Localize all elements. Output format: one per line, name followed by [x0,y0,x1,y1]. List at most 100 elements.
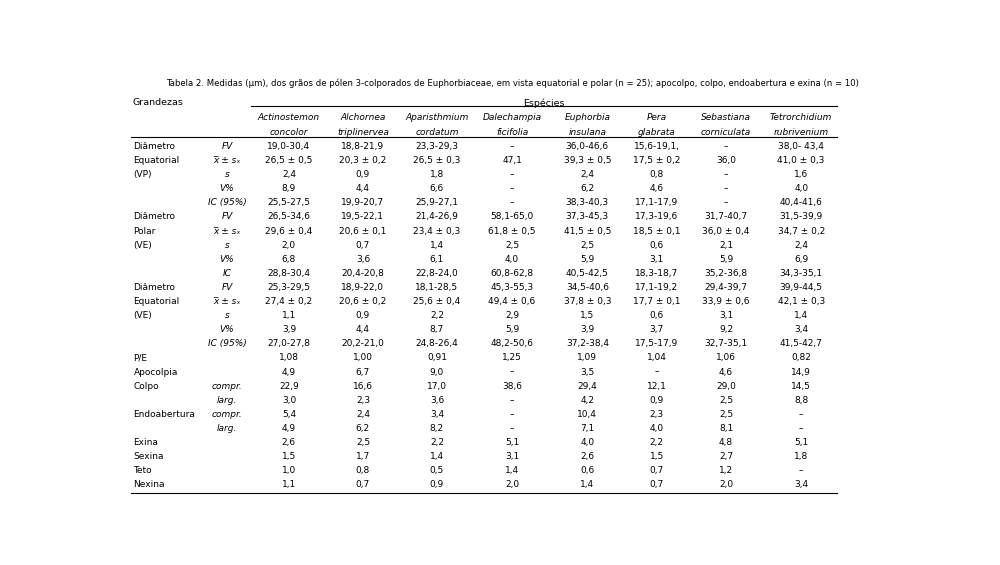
Text: 3,0: 3,0 [282,396,296,405]
Text: 36,0 ± 0,4: 36,0 ± 0,4 [702,227,750,236]
Text: 1,00: 1,00 [353,354,373,363]
Text: –: – [724,170,728,179]
Text: 35,2-36,8: 35,2-36,8 [704,269,748,278]
Text: 3,4: 3,4 [794,480,808,489]
Text: 25,6 ± 0,4: 25,6 ± 0,4 [413,297,461,306]
Text: x̅ ± sₓ: x̅ ± sₓ [213,156,241,165]
Text: 61,8 ± 0,5: 61,8 ± 0,5 [488,227,536,236]
Text: 19,9-20,7: 19,9-20,7 [341,198,384,207]
Text: 23,4 ± 0,3: 23,4 ± 0,3 [413,227,461,236]
Text: cordatum: cordatum [415,128,459,137]
Text: –: – [654,368,659,376]
Text: 4,9: 4,9 [282,368,296,376]
Text: 36,0-46,6: 36,0-46,6 [566,142,609,151]
Text: 2,0: 2,0 [505,480,519,489]
Text: Diâmetro: Diâmetro [134,142,176,151]
Text: 1,09: 1,09 [577,354,597,363]
Text: Alchornea: Alchornea [340,114,386,123]
Text: 3,9: 3,9 [580,325,594,334]
Text: 20,4-20,8: 20,4-20,8 [341,269,384,278]
Text: 5,9: 5,9 [719,255,733,264]
Text: 58,1-65,0: 58,1-65,0 [490,212,534,221]
Text: 33,9 ± 0,6: 33,9 ± 0,6 [702,297,750,306]
Text: x̅ ± sₓ: x̅ ± sₓ [213,227,241,236]
Text: 3,7: 3,7 [650,325,664,334]
Text: 2,2: 2,2 [430,311,444,320]
Text: 20,6 ± 0,1: 20,6 ± 0,1 [339,227,387,236]
Text: Endoabertura: Endoabertura [134,410,195,419]
Text: compr.: compr. [212,381,242,390]
Text: Teto: Teto [134,466,152,475]
Text: –: – [510,142,514,151]
Text: s: s [225,241,229,250]
Text: Tetrorchidium: Tetrorchidium [770,114,832,123]
Text: 37,8 ± 0,3: 37,8 ± 0,3 [564,297,611,306]
Text: 26,5 ± 0,5: 26,5 ± 0,5 [265,156,313,165]
Text: 6,8: 6,8 [282,255,296,264]
Text: –: – [510,424,514,433]
Text: 1,7: 1,7 [356,452,370,461]
Text: ficifolia: ficifolia [496,128,528,137]
Text: 3,1: 3,1 [650,255,664,264]
Text: 1,4: 1,4 [505,466,519,475]
Text: 39,3 ± 0,5: 39,3 ± 0,5 [564,156,611,165]
Text: 45,3-55,3: 45,3-55,3 [491,283,534,292]
Text: 17,5-17,9: 17,5-17,9 [635,340,678,349]
Text: 18,5 ± 0,1: 18,5 ± 0,1 [633,227,680,236]
Text: IC: IC [222,269,231,278]
Text: –: – [510,184,514,193]
Text: Diâmetro: Diâmetro [134,212,176,221]
Text: 2,5: 2,5 [505,241,519,250]
Text: 2,4: 2,4 [282,170,296,179]
Text: 2,0: 2,0 [719,480,733,489]
Text: –: – [799,410,803,419]
Text: 20,6 ± 0,2: 20,6 ± 0,2 [339,297,387,306]
Text: 0,5: 0,5 [430,466,444,475]
Text: 0,9: 0,9 [650,396,664,405]
Text: 1,8: 1,8 [794,452,808,461]
Text: 29,6 ± 0,4: 29,6 ± 0,4 [265,227,313,236]
Text: –: – [799,424,803,433]
Text: –: – [510,396,514,405]
Text: 2,9: 2,9 [505,311,519,320]
Text: 5,1: 5,1 [794,438,808,447]
Text: 5,4: 5,4 [282,410,296,419]
Text: glabrata: glabrata [638,128,676,137]
Text: 0,9: 0,9 [356,311,370,320]
Text: 6,7: 6,7 [356,368,370,376]
Text: 47,1: 47,1 [502,156,522,165]
Text: 27,0-27,8: 27,0-27,8 [267,340,310,349]
Text: 14,9: 14,9 [791,368,811,376]
Text: 39,9-44,5: 39,9-44,5 [780,283,823,292]
Text: 49,4 ± 0,6: 49,4 ± 0,6 [488,297,536,306]
Text: 6,2: 6,2 [580,184,594,193]
Text: 1,4: 1,4 [580,480,594,489]
Text: 48,2-50,6: 48,2-50,6 [491,340,534,349]
Text: 1,5: 1,5 [580,311,594,320]
Text: 8,2: 8,2 [430,424,444,433]
Text: 38,0- 43,4: 38,0- 43,4 [778,142,824,151]
Text: 24,8-26,4: 24,8-26,4 [416,340,458,349]
Text: 34,7 ± 0,2: 34,7 ± 0,2 [778,227,825,236]
Text: 2,3: 2,3 [356,396,370,405]
Text: 0,9: 0,9 [430,480,444,489]
Text: rubrivenium: rubrivenium [774,128,829,137]
Text: 0,7: 0,7 [650,480,664,489]
Text: –: – [510,368,514,376]
Text: 4,8: 4,8 [719,438,733,447]
Text: FV: FV [221,212,233,221]
Text: 0,8: 0,8 [356,466,370,475]
Text: 5,9: 5,9 [580,255,594,264]
Text: –: – [510,198,514,207]
Text: 1,5: 1,5 [650,452,664,461]
Text: Aparisthmium: Aparisthmium [405,114,469,123]
Text: Tabela 2. Medidas (µm), dos grãos de pólen 3-colporados de Euphorbiaceae, em vis: Tabela 2. Medidas (µm), dos grãos de pól… [166,79,859,88]
Text: 3,1: 3,1 [719,311,733,320]
Text: (VE): (VE) [134,241,152,250]
Text: 0,6: 0,6 [650,311,664,320]
Text: 22,8-24,0: 22,8-24,0 [416,269,458,278]
Text: 2,6: 2,6 [282,438,296,447]
Text: 6,1: 6,1 [430,255,444,264]
Text: 31,7-40,7: 31,7-40,7 [704,212,748,221]
Text: 10,4: 10,4 [577,410,597,419]
